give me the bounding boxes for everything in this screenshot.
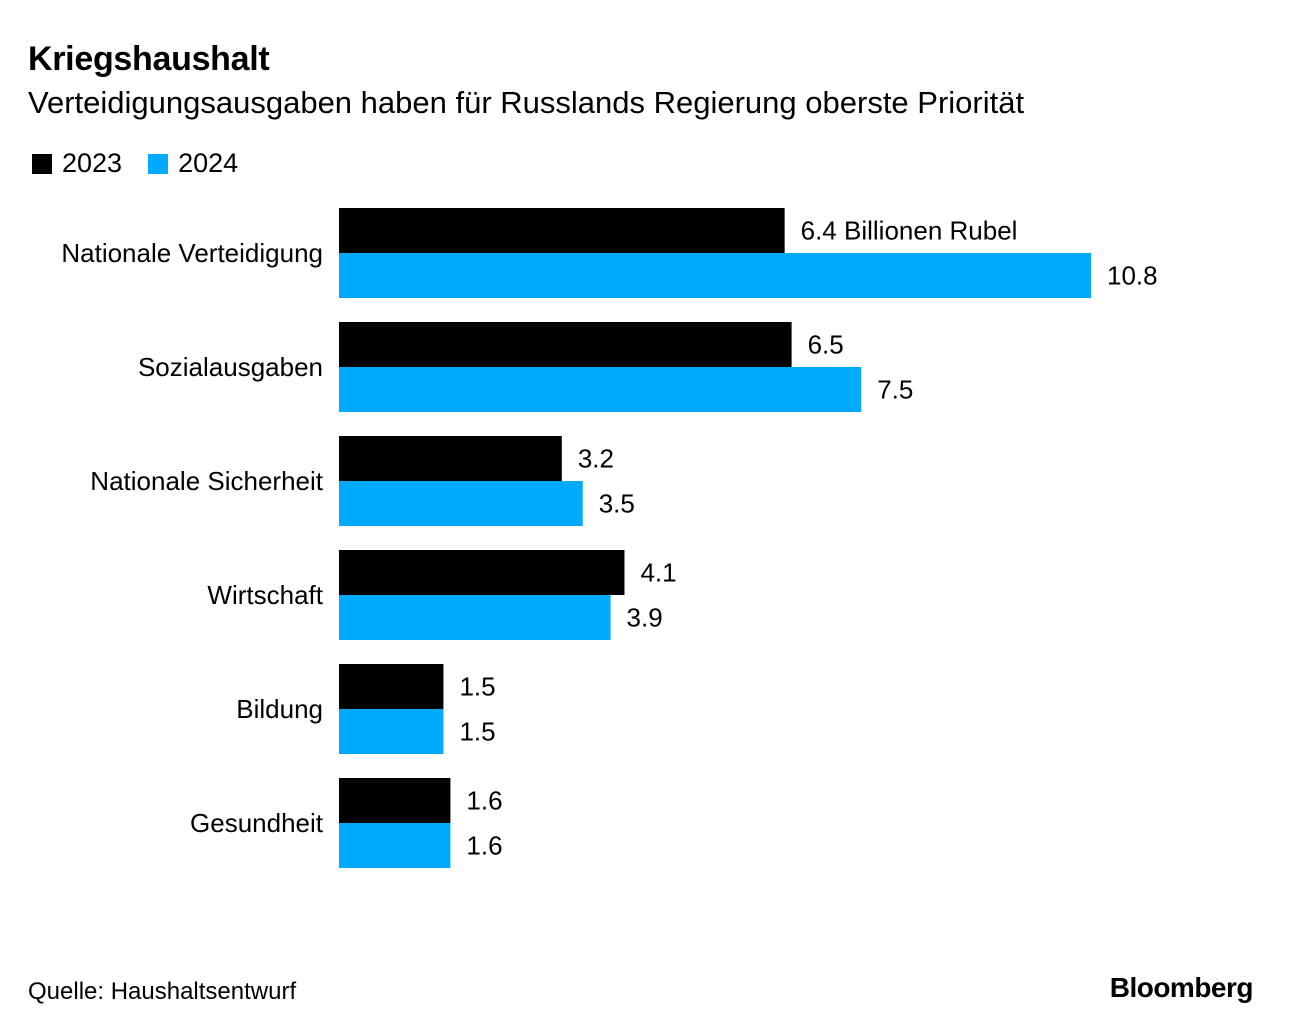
legend: 2023 2024 [32, 148, 264, 179]
bar-nationale-sicherheit-2023 [339, 436, 562, 481]
bar-bildung-2023 [339, 664, 444, 709]
bar-gesundheit-2024 [339, 823, 451, 868]
data-label-gesundheit-2024: 1.6 [466, 831, 502, 861]
bar-nationale-verteidigung-2023 [339, 208, 785, 253]
category-label-gesundheit: Gesundheit [190, 808, 324, 838]
data-label-nationale-sicherheit-2023: 3.2 [578, 444, 614, 474]
category-label-nationale-sicherheit: Nationale Sicherheit [90, 466, 323, 496]
bar-gesundheit-2023 [339, 778, 451, 823]
bloomberg-logo: Bloomberg [1109, 972, 1254, 1003]
category-label-sozialausgaben: Sozialausgaben [138, 352, 323, 382]
data-label-gesundheit-2023: 1.6 [466, 786, 502, 816]
data-label-nationale-sicherheit-2024: 3.5 [599, 489, 635, 519]
legend-item-2023: 2023 [32, 148, 122, 179]
bar-sozialausgaben-2024 [339, 367, 862, 412]
data-label-sozialausgaben-2024: 7.5 [877, 375, 913, 405]
legend-swatch-2024 [148, 153, 169, 174]
bar-sozialausgaben-2023 [339, 322, 792, 367]
legend-swatch-2023 [32, 153, 52, 174]
legend-item-2024: 2024 [148, 148, 238, 179]
bar-nationale-verteidigung-2024 [339, 253, 1092, 298]
data-label-wirtschaft-2024: 3.9 [627, 603, 663, 633]
data-label-nationale-verteidigung-2024: 10.8 [1107, 261, 1158, 291]
data-label-wirtschaft-2023: 4.1 [640, 558, 676, 588]
data-label-nationale-verteidigung-2023: 6.4 Billionen Rubel [801, 216, 1018, 246]
bar-wirtschaft-2024 [339, 595, 611, 640]
bar-nationale-sicherheit-2024 [339, 481, 583, 526]
chart-subtitle: Verteidigungsausgaben haben für Russland… [28, 85, 1025, 120]
chart-title: Kriegshaushalt [28, 40, 270, 78]
legend-label-2023: 2023 [62, 148, 123, 178]
data-label-bildung-2023: 1.5 [459, 672, 495, 702]
category-label-wirtschaft: Wirtschaft [207, 580, 323, 610]
source-note: Quelle: Haushaltsentwurf [28, 978, 297, 1005]
category-label-nationale-verteidigung: Nationale Verteidigung [61, 238, 323, 268]
data-label-bildung-2024: 1.5 [459, 717, 495, 747]
bar-wirtschaft-2023 [339, 550, 625, 595]
legend-label-2024: 2024 [178, 148, 239, 178]
bar-bildung-2024 [339, 709, 444, 754]
category-label-bildung: Bildung [236, 694, 323, 724]
data-label-sozialausgaben-2023: 6.5 [808, 330, 844, 360]
